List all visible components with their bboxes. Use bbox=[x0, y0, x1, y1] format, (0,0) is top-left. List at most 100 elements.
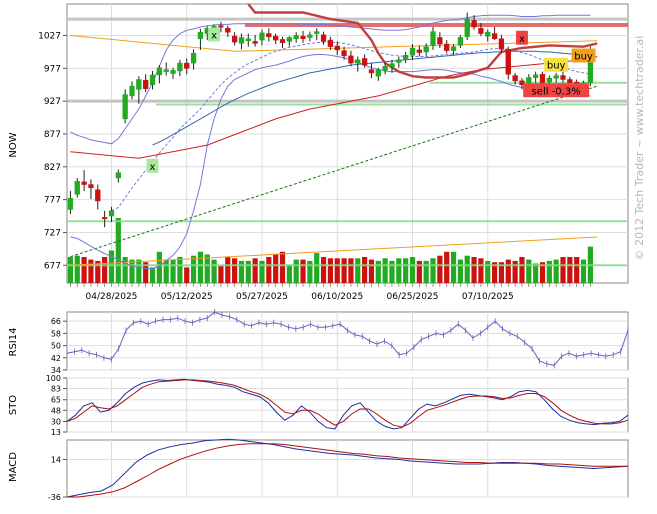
price-ylabel: NOW bbox=[8, 132, 19, 157]
volume-bar bbox=[252, 258, 258, 283]
price-tick-label: 777 bbox=[44, 196, 61, 206]
volume-bar bbox=[450, 251, 457, 283]
candle-body bbox=[327, 39, 334, 47]
candle-body bbox=[546, 77, 552, 83]
volume-bar bbox=[67, 257, 74, 283]
ma-long-line bbox=[70, 56, 598, 159]
panel-tick-label: -36 bbox=[48, 493, 61, 502]
volume-bar bbox=[136, 259, 142, 283]
rsi-panel: 34 42 50 58 66 bbox=[51, 309, 629, 375]
volume-bar bbox=[567, 257, 573, 283]
volume-bar bbox=[444, 251, 450, 283]
candle-body bbox=[88, 184, 94, 189]
candlesticks bbox=[67, 12, 594, 228]
candle-body bbox=[286, 37, 292, 42]
volume-bar bbox=[204, 254, 210, 283]
volume-bar bbox=[519, 257, 525, 283]
candle-body bbox=[437, 37, 443, 45]
candle-body bbox=[95, 189, 101, 202]
volume-bar bbox=[505, 259, 511, 283]
volume-bar bbox=[430, 258, 436, 283]
candle-body bbox=[539, 73, 546, 84]
panel-tick-label: 50 bbox=[51, 342, 61, 351]
signal-badge bbox=[208, 27, 221, 42]
panel-tick-label: 30 bbox=[51, 417, 61, 426]
volume-bar bbox=[437, 255, 443, 283]
volume-bar bbox=[197, 251, 204, 283]
candle-body bbox=[143, 79, 149, 89]
candle-body bbox=[485, 31, 491, 37]
candle-body bbox=[252, 41, 258, 44]
volume-bar bbox=[396, 258, 402, 283]
volume-bar bbox=[74, 255, 80, 283]
candle-body bbox=[389, 63, 395, 68]
volume-bar bbox=[95, 260, 101, 283]
panel-tick-label: 48 bbox=[51, 406, 61, 415]
signal-badge bbox=[515, 30, 528, 45]
candle-body bbox=[334, 45, 340, 51]
support-trendline bbox=[70, 85, 598, 258]
volume-bar bbox=[81, 257, 87, 283]
volume-bar bbox=[88, 259, 94, 283]
volume-bar bbox=[526, 259, 532, 283]
candle-body bbox=[526, 77, 532, 84]
volume-bar bbox=[156, 251, 162, 283]
volume-bar bbox=[115, 218, 121, 283]
candle-body bbox=[177, 62, 183, 72]
volume-bar bbox=[368, 259, 375, 283]
candle-body bbox=[505, 49, 511, 75]
candle-body bbox=[307, 34, 313, 38]
candle-body bbox=[218, 25, 224, 28]
volume-bar bbox=[478, 258, 484, 283]
bollinger-lower bbox=[70, 54, 591, 270]
volume-bar bbox=[211, 259, 217, 283]
date-tick-label: 04/28/2025 bbox=[86, 292, 138, 302]
signal-label: buy bbox=[574, 52, 593, 63]
volume-bar bbox=[416, 260, 422, 283]
watermark-text: © 2012 Tech Trader ~ www.techtrader.ai bbox=[633, 36, 646, 261]
volume-bar bbox=[348, 258, 354, 283]
candle-body bbox=[115, 172, 121, 179]
volume-bar bbox=[574, 257, 580, 283]
volume-bar bbox=[122, 257, 128, 283]
volume-bar bbox=[232, 258, 238, 283]
volume-bar bbox=[409, 257, 416, 283]
candle-body bbox=[74, 180, 80, 195]
panel-frame bbox=[66, 3, 629, 284]
candle-body bbox=[156, 67, 163, 76]
volume-bar bbox=[307, 260, 313, 283]
volume-bar bbox=[184, 267, 190, 283]
volume-bar bbox=[341, 258, 347, 283]
volume-bar bbox=[286, 264, 292, 283]
candle-body bbox=[478, 28, 484, 34]
candle-body bbox=[341, 50, 347, 57]
candle-body bbox=[519, 80, 525, 85]
candle-body bbox=[348, 55, 354, 64]
panel-tick-label: 42 bbox=[51, 354, 61, 363]
candle-body bbox=[190, 52, 197, 64]
stoch-d-line bbox=[66, 379, 629, 428]
candle-body bbox=[67, 198, 74, 210]
volume-bar bbox=[102, 257, 108, 283]
candle-body bbox=[136, 79, 142, 90]
candle-body bbox=[450, 46, 457, 51]
candle-body bbox=[375, 69, 381, 77]
candle-body bbox=[279, 39, 286, 43]
candle-body bbox=[491, 33, 498, 40]
volume-bar bbox=[177, 257, 183, 283]
volume-bar bbox=[293, 259, 299, 283]
volume-bar bbox=[512, 260, 518, 283]
price-tick-label: 827 bbox=[44, 163, 61, 173]
candle-body bbox=[197, 31, 204, 40]
volume-bar bbox=[464, 255, 470, 283]
volume-bar bbox=[170, 259, 176, 283]
volume-bar bbox=[259, 260, 265, 283]
signal-label: sell -0.3% bbox=[532, 86, 581, 97]
upper-trendline bbox=[70, 35, 598, 52]
candle-body bbox=[231, 35, 238, 43]
panel-tick-label: 34 bbox=[51, 366, 61, 375]
signal-badge bbox=[523, 83, 590, 98]
volume-bar bbox=[129, 259, 135, 283]
volume-bar bbox=[362, 257, 368, 283]
